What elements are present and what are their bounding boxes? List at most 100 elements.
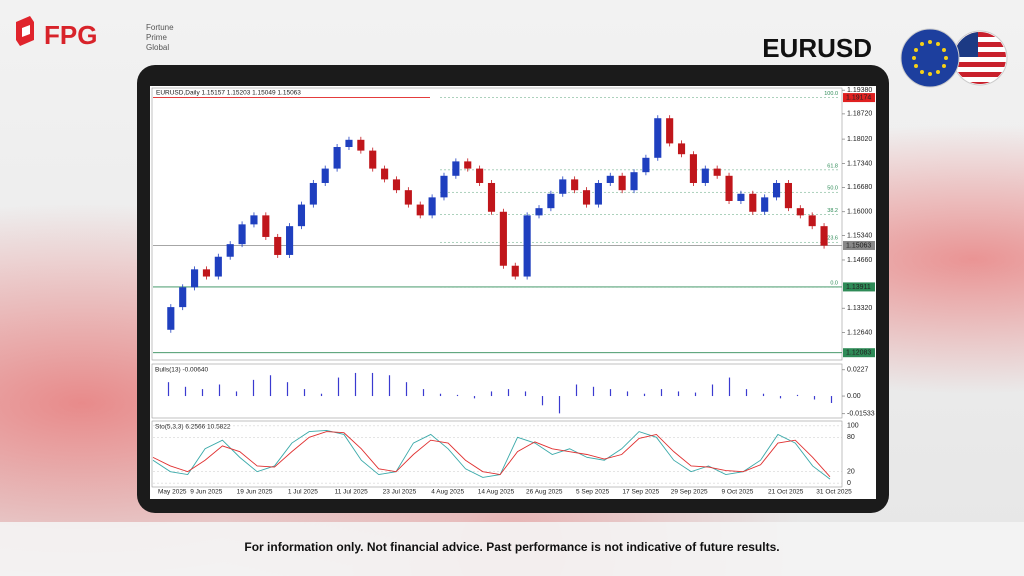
x-tick-label: 9 Jun 2025 (190, 489, 223, 496)
sto-title: Sto(5,3,3) 6.2566 10.5822 (155, 424, 231, 431)
candle-body (286, 226, 294, 255)
logo (16, 16, 34, 46)
y-tick-label: 100 (847, 423, 859, 430)
x-tick-label: May 2025 (158, 489, 187, 496)
fib-label: 100.0 (824, 91, 838, 97)
fib-label: 0.0 (830, 280, 838, 286)
candle-body (179, 287, 187, 308)
y-tick-label: 1.12640 (847, 329, 872, 336)
candle-body (381, 168, 389, 180)
fib-label: 50.0 (827, 186, 838, 192)
y-tick-label: 1.13320 (847, 305, 872, 312)
y-tick-label: 80 (847, 434, 855, 441)
price-box-label: 1.19174 (846, 94, 871, 101)
y-tick-label: 1.18720 (847, 111, 872, 118)
candle-body (202, 269, 211, 277)
candle-body (606, 175, 614, 183)
candle-body (392, 179, 401, 191)
x-tick-label: 23 Jul 2025 (383, 489, 417, 496)
price-box-label: 1.13911 (846, 284, 871, 291)
y-tick-label: 0 (847, 480, 851, 487)
candle-body (594, 182, 602, 205)
candle-body (559, 179, 567, 194)
y-tick-label: 0.0227 (847, 367, 869, 374)
y-tick-label: 1.19380 (847, 87, 872, 94)
price-box (843, 93, 875, 103)
x-tick-label: 11 Jul 2025 (335, 489, 369, 496)
bulls-title: Bulls(13) -0.00640 (155, 367, 208, 374)
candle-body (416, 204, 424, 216)
candle-body (772, 182, 781, 198)
candle-body (297, 204, 306, 227)
candle-body (404, 190, 412, 205)
candle-body (642, 157, 650, 173)
candle-body (369, 150, 377, 169)
candle-body (452, 161, 460, 176)
x-tick-label: 4 Aug 2025 (431, 489, 464, 496)
candle-body (309, 182, 317, 205)
y-tick-label: 20 (847, 469, 855, 476)
brand-line: Prime (146, 33, 167, 42)
candle-body (238, 224, 246, 245)
y-tick-label: 0.00 (847, 393, 861, 400)
footer-band (0, 522, 1024, 576)
y-tick-label: 1.16000 (847, 209, 872, 216)
candle-body (487, 182, 496, 212)
x-tick-label: 21 Oct 2025 (768, 489, 804, 496)
candle-body (357, 139, 365, 151)
candle-body (677, 143, 686, 155)
candle-body (618, 175, 626, 191)
candle-body (737, 193, 745, 201)
candle-body (321, 168, 329, 183)
chart-title: EURUSD,Daily 1.15157 1.15203 1.15049 1.1… (156, 90, 301, 97)
candle-body (749, 193, 757, 212)
price-box-label: 1.12083 (846, 350, 871, 357)
candle-body (808, 215, 816, 227)
chart-area (150, 86, 876, 499)
candle-body (167, 307, 175, 330)
candle-body (796, 208, 804, 216)
candle-body (333, 147, 341, 169)
fib-label: 38.2 (827, 208, 838, 214)
candle-body (428, 197, 436, 216)
candle-body (666, 118, 674, 144)
price-box-label: 1.15063 (846, 242, 871, 249)
candle-body (523, 215, 531, 277)
candle-body (214, 256, 222, 277)
y-tick-label: 1.18020 (847, 136, 872, 143)
x-tick-label: 14 Aug 2025 (478, 489, 515, 496)
logo-text: FPG (44, 20, 97, 50)
candle-body (654, 118, 662, 158)
flags (900, 28, 1008, 88)
candle-body (547, 193, 555, 209)
x-tick-label: 17 Sep 2025 (622, 489, 659, 496)
main-panel (151, 87, 843, 361)
disclaimer: For information only. Not financial advi… (244, 540, 779, 554)
candle-body (713, 168, 721, 176)
sto-line (152, 431, 831, 478)
candle-body (820, 226, 828, 246)
x-tick-label: 5 Sep 2025 (576, 489, 610, 496)
candle-body (725, 175, 733, 201)
sto-line (152, 429, 831, 480)
candle-body (464, 161, 472, 169)
candle-body (476, 168, 484, 183)
y-tick-label: 1.17340 (847, 160, 872, 167)
x-tick-label: 19 Jun 2025 (237, 489, 273, 496)
price-box (843, 240, 875, 250)
x-tick-label: 29 Sep 2025 (671, 489, 708, 496)
candle-body (571, 179, 579, 191)
x-tick-label: 1 Jul 2025 (288, 489, 318, 496)
fib-label: 61.8 (827, 163, 838, 169)
candle-body (535, 208, 543, 216)
candle-body (784, 182, 792, 209)
symbol: EURUSD (762, 33, 872, 63)
candle-body (250, 215, 258, 225)
price-box (843, 348, 875, 358)
candle-body (262, 215, 270, 237)
x-tick-label: 9 Oct 2025 (722, 489, 754, 496)
candle-body (701, 168, 709, 183)
candle-body (761, 197, 769, 212)
y-tick-label: 1.16680 (847, 184, 872, 191)
